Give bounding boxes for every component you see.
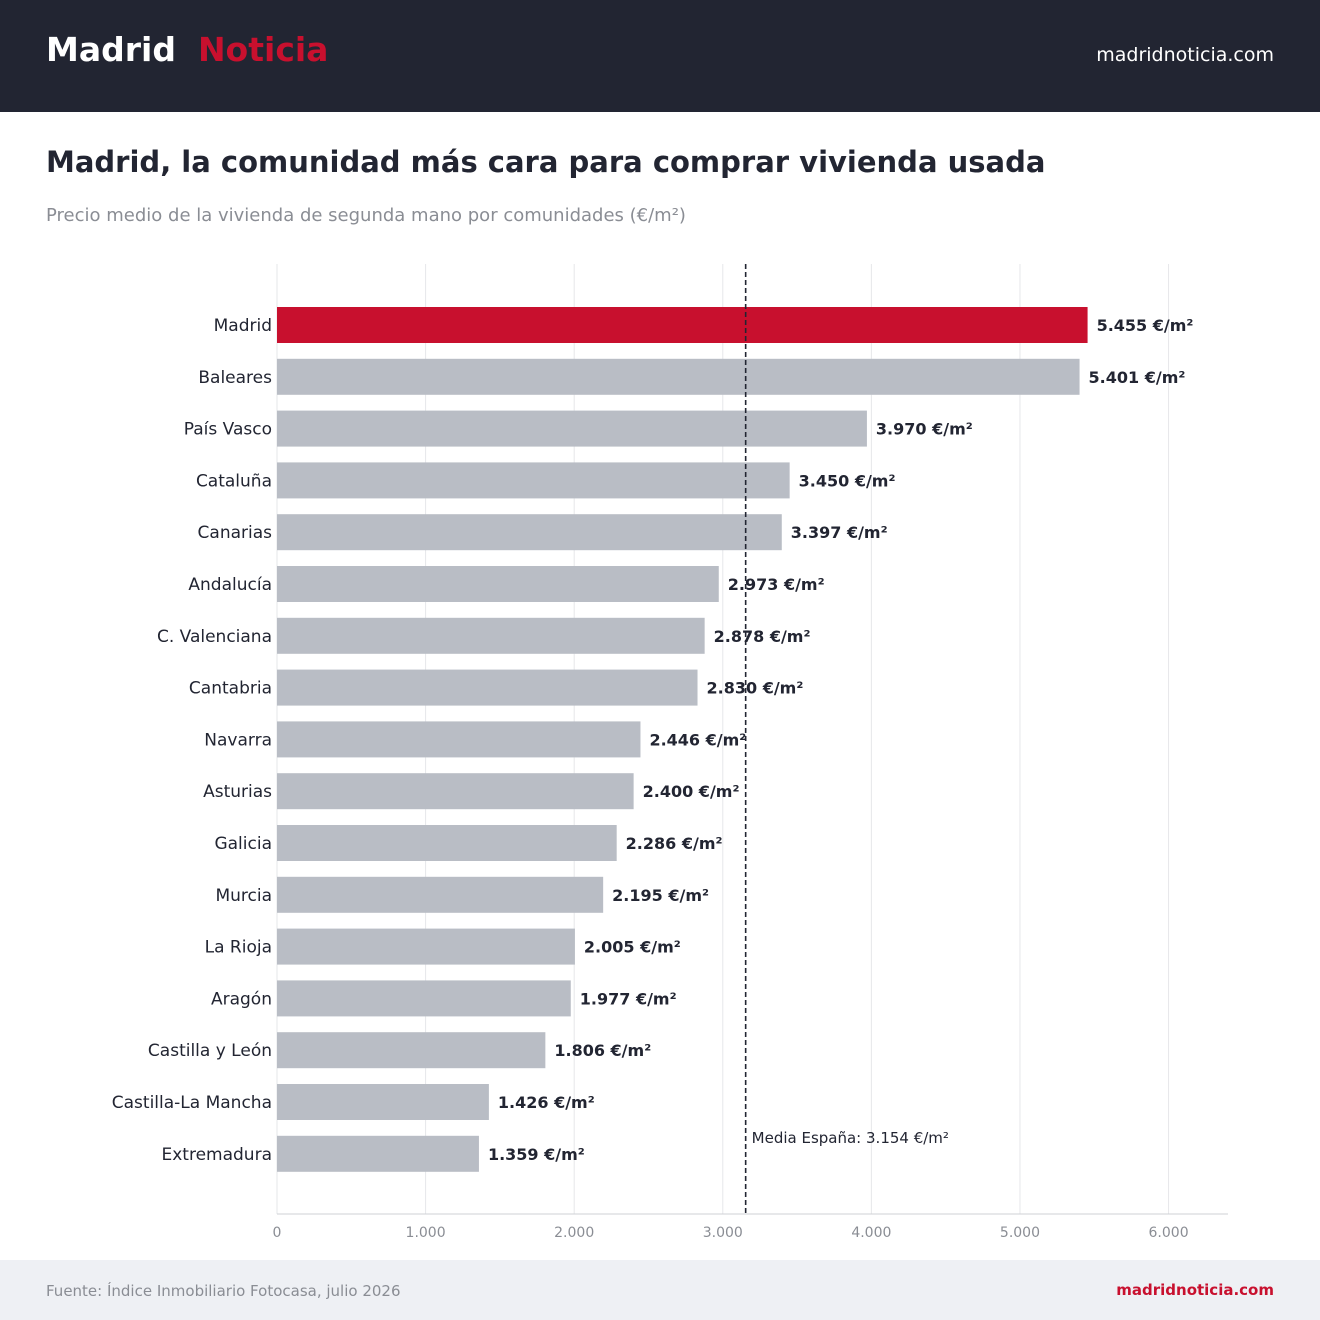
category-label: Castilla y León	[148, 1041, 272, 1061]
category-label: Cataluña	[196, 471, 272, 491]
footer-site-link[interactable]: madridnoticia.com	[1116, 1281, 1274, 1299]
chart-subtitle: Precio medio de la vivienda de segunda m…	[46, 205, 686, 226]
bar	[277, 773, 634, 810]
bar	[277, 980, 571, 1017]
header-bar: Madrid Noticia madridnoticia.com	[0, 0, 1320, 112]
value-label: 2.400 €/m²	[643, 782, 740, 801]
value-label: 2.446 €/m²	[649, 730, 746, 749]
chart-title: Madrid, la comunidad más cara para compr…	[46, 145, 1046, 179]
category-label: Asturias	[203, 782, 272, 802]
bar	[277, 462, 790, 499]
category-label: Navarra	[204, 730, 272, 750]
source-note: Fuente: Índice Inmobiliario Fotocasa, ju…	[46, 1282, 401, 1300]
bar	[277, 721, 641, 758]
bar	[277, 1135, 479, 1172]
value-label: 1.806 €/m²	[554, 1041, 651, 1060]
footer-bar: Fuente: Índice Inmobiliario Fotocasa, ju…	[0, 1260, 1320, 1320]
value-label: 2.973 €/m²	[728, 575, 825, 594]
x-tick-label: 2.000	[554, 1225, 594, 1241]
x-tick-label: 5.000	[1000, 1225, 1040, 1241]
category-label: Andalucía	[188, 575, 272, 595]
category-label: La Rioja	[205, 938, 272, 958]
bar	[277, 514, 782, 551]
value-label: 2.005 €/m²	[584, 938, 681, 957]
category-label: Extremadura	[162, 1145, 273, 1165]
category-label: Galicia	[214, 834, 272, 854]
value-label: 5.401 €/m²	[1089, 368, 1186, 387]
category-label: Murcia	[215, 886, 272, 906]
value-label: 2.195 €/m²	[612, 886, 709, 905]
value-label: 3.970 €/m²	[876, 420, 973, 439]
bar	[277, 1032, 546, 1069]
category-label: C. Valenciana	[157, 627, 272, 647]
bar	[277, 928, 575, 965]
brand-logo[interactable]: Madrid Noticia	[46, 30, 328, 69]
category-label: Cantabria	[189, 679, 272, 699]
value-label: 1.426 €/m²	[498, 1093, 595, 1112]
category-label: Canarias	[198, 523, 273, 543]
bar	[277, 669, 698, 706]
bar	[277, 617, 705, 654]
brand-part1: Madrid	[46, 30, 176, 69]
x-tick-label: 3.000	[703, 1225, 743, 1241]
value-label: 2.878 €/m²	[714, 627, 811, 646]
bar	[277, 410, 867, 447]
x-tick-label: 1.000	[406, 1225, 446, 1241]
category-label: Madrid	[214, 316, 272, 336]
value-label: 2.286 €/m²	[626, 834, 723, 853]
bar	[277, 307, 1088, 343]
x-tick-label: 0	[273, 1225, 282, 1241]
value-label: 1.977 €/m²	[580, 989, 677, 1008]
value-label: 3.450 €/m²	[799, 471, 896, 490]
bar	[277, 876, 604, 913]
bar-chart: 0 1.000 2.000 3.000 4.000 5.000 6.000 Madrid 5.4…	[112, 264, 1228, 1241]
category-label: Baleares	[198, 368, 272, 388]
header-site-link[interactable]: madridnoticia.com	[1096, 44, 1274, 66]
category-label: Aragón	[211, 989, 272, 1009]
value-label: 5.455 €/m²	[1097, 316, 1194, 335]
bar	[277, 566, 719, 602]
value-label: 2.830 €/m²	[707, 679, 804, 698]
category-label: País Vasco	[184, 420, 272, 440]
average-reference-label: Media España: 3.154 €/m²	[752, 1129, 949, 1147]
value-label: 3.397 €/m²	[791, 523, 888, 542]
brand-part2: Noticia	[197, 30, 329, 69]
x-tick-label: 4.000	[851, 1225, 891, 1241]
value-label: 1.359 €/m²	[488, 1145, 585, 1164]
category-label: Castilla-La Mancha	[112, 1093, 272, 1113]
bar	[277, 825, 617, 861]
x-tick-label: 6.000	[1149, 1225, 1189, 1241]
bar	[277, 1084, 489, 1120]
bar	[277, 358, 1080, 395]
